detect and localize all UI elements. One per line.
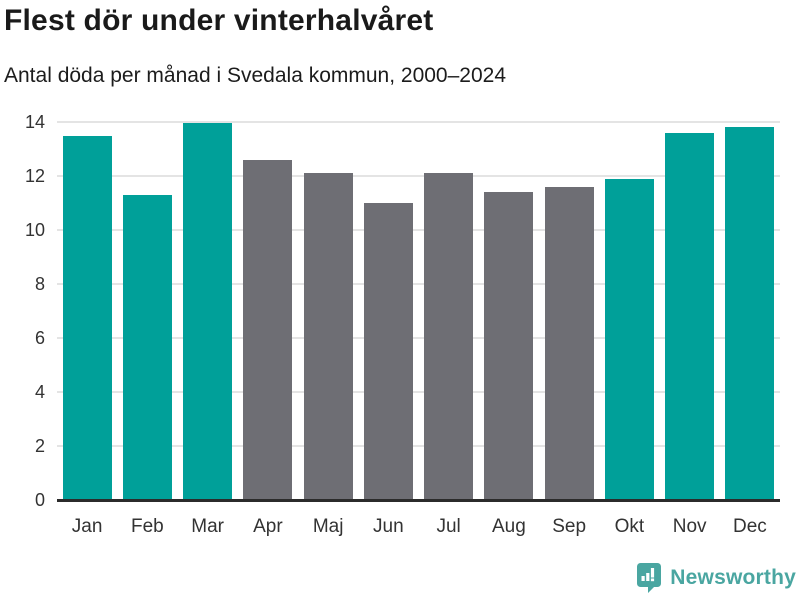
x-tick-label-nov: Nov — [672, 516, 707, 537]
bar-jul — [424, 173, 474, 500]
bar-nov — [665, 132, 715, 500]
x-tick-label-mar: Mar — [191, 516, 224, 537]
logo-exclamation-dot — [651, 578, 655, 582]
gridline-y14 — [57, 121, 780, 123]
x-tick-label-sep: Sep — [552, 516, 587, 537]
gridline-y8 — [57, 283, 780, 285]
gridline-y12 — [57, 175, 780, 177]
gridline-y2 — [57, 445, 780, 447]
logo-mini-bar-1 — [641, 576, 645, 581]
bar-dec — [725, 127, 775, 500]
logo-exclamation-stem — [651, 568, 655, 578]
y-tick-label-2: 2 — [34, 436, 45, 456]
bar-okt — [604, 178, 654, 500]
x-tick-label-maj: Maj — [312, 516, 344, 537]
newsworthy-speech-bubble-barchart-icon — [637, 563, 662, 593]
gridline-y4 — [57, 391, 780, 393]
x-tick-label-jan: Jan — [71, 516, 103, 537]
bar-aug — [484, 192, 534, 500]
gridline-y6 — [57, 337, 780, 339]
x-tick-label-feb: Feb — [131, 516, 164, 537]
y-tick-label-4: 4 — [34, 382, 45, 402]
y-tick-label-0: 0 — [34, 490, 45, 510]
branding-label: Newsworthy — [670, 565, 796, 589]
y-tick-label-8: 8 — [34, 274, 45, 294]
chart-subtitle: Antal döda per månad i Svedala kommun, 2… — [4, 64, 507, 87]
y-tick-label-10: 10 — [24, 220, 45, 240]
bar-jan — [62, 135, 112, 500]
x-tick-label-dec: Dec — [732, 516, 767, 537]
bar-apr — [243, 159, 293, 500]
bar-maj — [303, 173, 353, 500]
plot-area — [57, 121, 780, 500]
bar-mar — [183, 123, 233, 500]
chart-title: Flest dör under vinterhalvåret — [4, 4, 434, 37]
branding-footer: Newsworthy — [636, 562, 796, 593]
y-tick-label-6: 6 — [34, 328, 45, 348]
gridline-y10 — [57, 229, 780, 231]
x-tick-label-okt: Okt — [614, 516, 645, 537]
x-tick-label-aug: Aug — [491, 516, 526, 537]
bar-sep — [544, 186, 594, 500]
bar-jun — [363, 203, 413, 500]
y-tick-label-12: 12 — [24, 166, 45, 186]
x-tick-label-apr: Apr — [253, 516, 283, 537]
x-tick-label-jul: Jul — [436, 516, 461, 537]
y-tick-label-14: 14 — [24, 112, 45, 132]
bar-feb — [122, 194, 172, 500]
logo-mini-bar-2 — [646, 573, 650, 581]
x-axis-line — [57, 499, 780, 502]
x-tick-label-jun: Jun — [373, 516, 404, 537]
